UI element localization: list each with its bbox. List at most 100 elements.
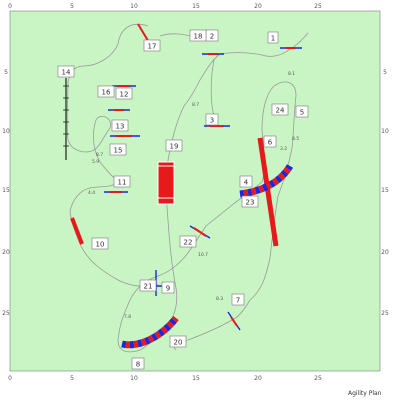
table-obstacle [157,161,175,205]
x-tick-top: 20 [254,3,262,10]
obstacle-label-20: 20 [169,335,187,348]
x-tick-top: 25 [314,3,322,10]
obstacle-label-12: 12 [115,87,133,100]
distance-label: 8.1 [288,71,295,77]
dogwalk-plank [257,137,279,247]
tunnel-body [121,315,179,349]
obstacle-number: 14 [62,69,71,77]
obstacle-number: 23 [246,199,255,207]
table-top [157,161,175,205]
obstacle-number: 6 [268,139,273,147]
obstacle-label-1: 1 [267,31,279,44]
axis-right: 5 10 15 20 25 [381,69,389,317]
obstacle-number: 22 [184,239,193,247]
obstacle-number: 21 [144,283,153,291]
distance-label: 8.7 [192,102,199,108]
x-tick-bottom: 25 [314,375,322,382]
obstacle-number: 9 [166,285,170,293]
obstacle-number: 8 [136,361,140,369]
axis-top: 0 5 10 15 20 25 [8,3,322,10]
obstacle-label-19: 19 [165,139,183,152]
y-tick-left: 15 [2,187,10,194]
obstacle-label-14: 14 [57,65,75,78]
y-tick-left: 10 [2,128,10,135]
distance-label: 5.9 [92,159,99,165]
obstacle-number: 1 [271,35,275,43]
obstacle-label-6: 6 [263,135,277,148]
obstacle-number: 24 [276,107,285,115]
obstacle-label-11: 11 [113,175,131,188]
axis-bottom: 0 5 10 15 20 25 [8,375,322,382]
distance-label: 10.7 [198,252,208,258]
distance-label: 8.7 [96,152,103,158]
obstacle-number: 11 [118,179,127,187]
obstacle-number: 2 [210,33,214,41]
obstacle-number: 19 [170,143,179,151]
seesaw-plank [70,217,84,245]
obstacle-number: 3 [210,117,214,125]
obstacle-label-7: 7 [231,293,245,306]
x-tick-bottom: 20 [254,375,262,382]
obstacle-label-13: 13 [111,119,129,132]
x-tick-bottom: 0 [8,375,12,382]
obstacle-number: 7 [236,297,240,305]
x-tick-top: 10 [130,3,138,10]
y-tick-left: 25 [2,310,10,317]
obstacle-number: 10 [96,241,105,249]
x-tick-top: 0 [8,3,12,10]
tunnel-4 [239,164,294,198]
obstacle-label-10: 10 [91,237,109,250]
obstacle-label-17: 17 [143,39,161,52]
weave-poles [63,78,69,160]
obstacle-number: 20 [174,339,183,347]
y-tick-right: 15 [381,187,389,194]
obstacle-labels: 1 2 3 4 5 6 7 8 9 10 11 12 13 14 15 16 1… [57,29,309,370]
obstacle-label-15: 15 [109,143,127,156]
obstacle-label-5: 5 [295,105,309,118]
obstacle-label-18: 18 [189,29,207,42]
axis-left: 5 10 15 20 25 [2,69,10,317]
y-tick-right: 25 [381,310,389,317]
obstacle-label-21: 21 [139,279,157,292]
footer-caption: Agility Plan [348,390,382,397]
y-tick-right: 20 [381,249,389,256]
seesaw [70,217,84,245]
obstacle-label-23: 23 [241,195,259,208]
dogwalk [257,137,279,247]
y-tick-left: 5 [4,69,8,76]
distance-label: 4.4 [88,190,95,196]
x-tick-bottom: 5 [70,375,74,382]
distance-label: 3.2 [280,146,287,152]
obstacle-number: 16 [102,89,111,97]
distance-label: 7.8 [124,314,131,320]
obstacle-label-4: 4 [239,175,253,188]
obstacle-number: 13 [116,123,125,131]
distance-label: 8.3 [216,296,223,302]
y-tick-right: 10 [381,128,389,135]
tunnel-body [239,164,294,198]
obstacle-label-24: 24 [271,103,289,116]
y-tick-left: 20 [2,249,10,256]
obstacle-label-9: 9 [161,281,175,294]
obstacle-label-8: 8 [131,357,145,370]
y-tick-right: 5 [383,69,387,76]
obstacle-label-22: 22 [179,235,197,248]
distance-label: 8.5 [292,136,299,142]
x-tick-bottom: 15 [192,375,200,382]
obstacle-number: 17 [148,43,157,51]
arena-field [9,10,381,372]
obstacle-label-3: 3 [205,113,219,126]
distance-labels: 8.1 8.5 4.4 5.9 8.7 8.7 10.7 7.8 3.2 8.3 [88,71,299,320]
x-tick-bottom: 10 [130,375,138,382]
x-tick-top: 5 [70,3,74,10]
obstacle-number: 4 [244,179,249,187]
obstacle-label-16: 16 [97,85,115,98]
obstacle-number: 15 [114,147,123,155]
obstacle-label-2: 2 [205,29,219,42]
tunnel-8 [121,315,179,349]
x-tick-top: 15 [192,3,200,10]
obstacle-number: 18 [194,33,203,41]
obstacle-number: 5 [300,109,304,117]
